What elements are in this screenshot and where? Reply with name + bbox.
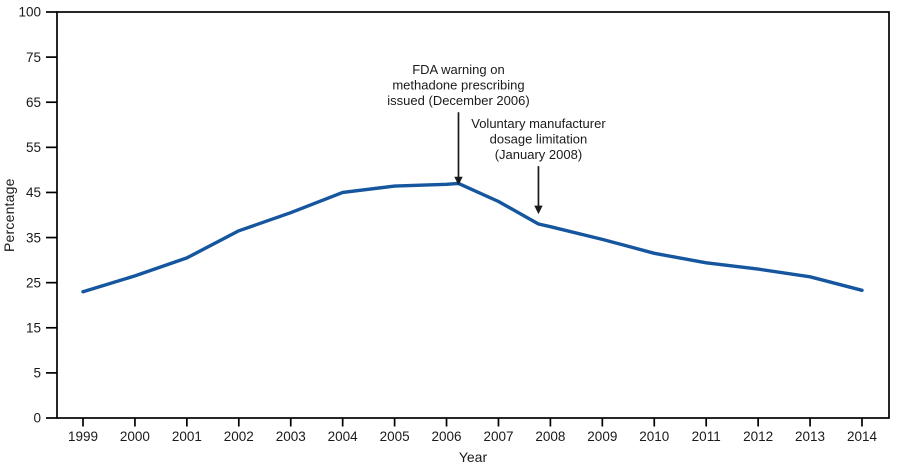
x-tick-label: 2014 bbox=[847, 429, 878, 444]
y-tick-label: 15 bbox=[26, 321, 41, 336]
y-axis-title: Percentage bbox=[1, 178, 17, 252]
annotation-text-line: Voluntary manufacturer bbox=[471, 116, 606, 131]
x-tick-label: 2012 bbox=[743, 429, 773, 444]
y-tick-label: 45 bbox=[26, 185, 41, 200]
x-tick-label: 2004 bbox=[328, 429, 359, 444]
annotation-text-line: issued (December 2006) bbox=[387, 93, 529, 108]
y-tick-label: 65 bbox=[26, 95, 41, 110]
y-tick-label: 0 bbox=[33, 411, 41, 426]
x-tick-label: 2001 bbox=[172, 429, 202, 444]
y-tick-label: 100 bbox=[18, 5, 41, 20]
x-tick-label: 2005 bbox=[380, 429, 410, 444]
x-tick-label: 2007 bbox=[483, 429, 513, 444]
x-tick-label: 2006 bbox=[432, 429, 462, 444]
y-tick-label: 35 bbox=[26, 230, 41, 245]
annotation-text-line: dosage limitation bbox=[490, 132, 588, 147]
x-tick-label: 2011 bbox=[692, 429, 721, 444]
x-tick-label: 2002 bbox=[224, 429, 254, 444]
x-tick-label: 2000 bbox=[120, 429, 150, 444]
x-tick-label: 1999 bbox=[68, 429, 98, 444]
x-tick-label: 2010 bbox=[639, 429, 669, 444]
trend-line bbox=[81, 181, 864, 294]
y-tick-label: 25 bbox=[26, 275, 41, 290]
annotation-text-line: (January 2008) bbox=[495, 147, 582, 162]
x-tick-label: 2013 bbox=[795, 429, 825, 444]
x-axis-title: Year bbox=[458, 449, 488, 465]
annotation-text-line: methadone prescribing bbox=[392, 78, 524, 93]
x-tick-label: 2008 bbox=[535, 429, 565, 444]
y-tick-label: 75 bbox=[26, 50, 41, 65]
annotation-arrow-head bbox=[454, 176, 463, 186]
annotation-arrow-head bbox=[534, 205, 543, 215]
y-tick-label: 5 bbox=[33, 366, 41, 381]
x-tick-label: 2009 bbox=[587, 429, 617, 444]
x-tick-label: 2003 bbox=[276, 429, 306, 444]
plot-border bbox=[56, 11, 890, 419]
annotation-text-line: FDA warning on bbox=[412, 62, 505, 77]
y-tick-label: 55 bbox=[26, 140, 41, 155]
